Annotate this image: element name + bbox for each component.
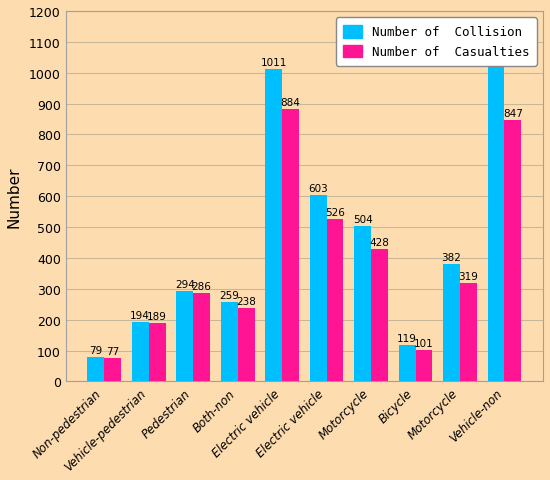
Legend: Number of  Collision, Number of  Casualties: Number of Collision, Number of Casualtie… <box>336 18 537 67</box>
Text: 504: 504 <box>353 215 372 225</box>
Bar <box>399 345 415 382</box>
Bar <box>310 196 327 382</box>
Text: 259: 259 <box>219 290 239 300</box>
Bar <box>415 350 432 382</box>
Text: 603: 603 <box>308 184 328 194</box>
Text: 319: 319 <box>459 272 478 282</box>
Text: 119: 119 <box>397 333 417 343</box>
Text: 847: 847 <box>503 109 523 119</box>
Text: 884: 884 <box>280 97 300 108</box>
Bar <box>176 291 193 382</box>
Bar <box>460 283 477 382</box>
Bar <box>87 357 104 382</box>
Bar <box>193 294 210 382</box>
Text: 77: 77 <box>106 346 119 356</box>
Text: 101: 101 <box>414 339 434 348</box>
Bar <box>487 68 504 382</box>
Bar <box>282 109 299 382</box>
Text: 1017: 1017 <box>483 57 509 66</box>
Text: 194: 194 <box>130 310 150 320</box>
Bar <box>504 120 521 382</box>
Bar <box>148 324 166 382</box>
Text: 1011: 1011 <box>261 59 287 68</box>
Y-axis label: Number: Number <box>7 166 22 228</box>
Bar <box>238 308 255 382</box>
Text: 189: 189 <box>147 312 167 322</box>
Text: 382: 382 <box>442 252 461 262</box>
Bar <box>354 227 371 382</box>
Bar <box>221 302 238 382</box>
Bar <box>443 264 460 382</box>
Text: 238: 238 <box>236 297 256 307</box>
Text: 294: 294 <box>175 279 195 289</box>
Text: 526: 526 <box>325 208 345 218</box>
Text: 79: 79 <box>89 346 102 356</box>
Bar <box>371 250 388 382</box>
Bar <box>265 70 282 382</box>
Bar <box>104 358 121 382</box>
Text: 286: 286 <box>192 282 212 292</box>
Text: 428: 428 <box>370 238 389 248</box>
Bar <box>327 220 343 382</box>
Bar <box>132 322 148 382</box>
